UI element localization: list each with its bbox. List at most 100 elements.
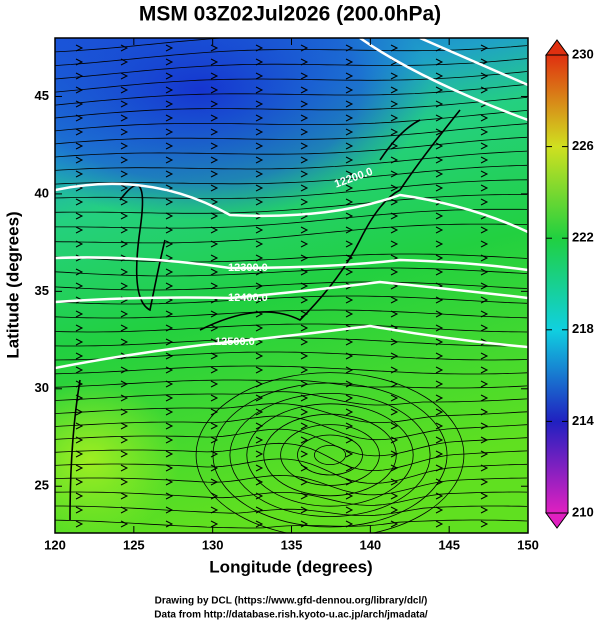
stream-arrow bbox=[390, 86, 399, 94]
streamline bbox=[55, 351, 528, 361]
stream-arrow bbox=[345, 394, 354, 402]
stream-arrow bbox=[300, 352, 309, 360]
stream-arrow bbox=[165, 310, 174, 318]
streamline bbox=[55, 71, 528, 93]
streamline bbox=[55, 38, 228, 53]
stream-arrow bbox=[390, 394, 399, 402]
stream-arrow bbox=[75, 44, 84, 52]
stream-arrow bbox=[75, 198, 84, 206]
stream-arrow bbox=[210, 324, 219, 332]
streamline bbox=[55, 505, 528, 516]
stream-arrow bbox=[255, 240, 264, 248]
stream-arrow bbox=[480, 464, 489, 472]
stream-arrow bbox=[165, 366, 174, 374]
stream-arrow bbox=[165, 450, 174, 458]
stream-arrow bbox=[75, 450, 84, 458]
y-axis-label: Latitude (degrees) bbox=[3, 211, 22, 358]
stream-arrow bbox=[210, 268, 219, 276]
stream-arrow bbox=[435, 142, 444, 150]
stream-arrow bbox=[345, 100, 354, 108]
stream-arrow bbox=[165, 464, 174, 472]
stream-arrow bbox=[165, 506, 174, 514]
stream-arrow bbox=[120, 156, 129, 164]
stream-arrow bbox=[75, 506, 84, 514]
stream-arrow bbox=[300, 268, 309, 276]
stream-arrow bbox=[345, 58, 354, 66]
stream-arrow bbox=[255, 422, 264, 430]
stream-arrow bbox=[390, 450, 399, 458]
stream-arrow bbox=[120, 128, 129, 136]
stream-arrow bbox=[165, 324, 174, 332]
stream-arrow bbox=[120, 184, 129, 192]
streamline bbox=[55, 415, 528, 441]
y-tick-label: 45 bbox=[35, 88, 49, 103]
stream-arrow bbox=[165, 212, 174, 220]
vortex bbox=[229, 392, 431, 517]
stream-arrow bbox=[120, 268, 129, 276]
vortex bbox=[313, 444, 346, 465]
stream-arrow bbox=[300, 184, 309, 192]
stream-arrow bbox=[435, 100, 444, 108]
stream-arrow bbox=[120, 58, 129, 66]
stream-arrow bbox=[165, 128, 174, 136]
stream-arrow bbox=[120, 114, 129, 122]
stream-arrow bbox=[75, 464, 84, 472]
stream-arrow bbox=[165, 422, 174, 430]
stream-arrow bbox=[300, 366, 309, 374]
streamline bbox=[55, 379, 528, 389]
stream-arrow bbox=[165, 352, 174, 360]
colorbar-tick-label: 210 bbox=[572, 504, 594, 519]
stream-arrow bbox=[255, 366, 264, 374]
stream-arrow bbox=[435, 184, 444, 192]
stream-arrow bbox=[210, 156, 219, 164]
vortex bbox=[246, 403, 414, 507]
colorbar-tick-label: 226 bbox=[572, 138, 594, 153]
stream-arrow bbox=[435, 352, 444, 360]
streamline bbox=[55, 110, 528, 132]
colorbar-extend bbox=[545, 39, 569, 56]
streamline bbox=[55, 442, 528, 472]
stream-arrow bbox=[435, 226, 444, 234]
stream-arrow bbox=[210, 72, 219, 80]
stream-arrow bbox=[390, 296, 399, 304]
stream-arrow bbox=[300, 492, 309, 500]
stream-arrow bbox=[75, 114, 84, 122]
stream-arrow bbox=[75, 478, 84, 486]
vortex bbox=[212, 382, 448, 528]
stream-arrow bbox=[255, 450, 264, 458]
stream-arrow bbox=[480, 254, 489, 262]
stream-arrow bbox=[165, 478, 174, 486]
stream-arrow bbox=[165, 338, 174, 346]
stream-arrow bbox=[300, 394, 309, 402]
colorbar-tick-label: 214 bbox=[572, 413, 594, 428]
stream-arrow bbox=[210, 170, 219, 178]
stream-arrow bbox=[75, 492, 84, 500]
stream-arrow bbox=[345, 240, 354, 248]
streamline bbox=[55, 223, 528, 244]
vortex bbox=[297, 434, 363, 476]
contour-label: 12400.0 bbox=[228, 292, 268, 304]
stream-arrow bbox=[75, 366, 84, 374]
stream-arrow bbox=[210, 492, 219, 500]
stream-arrow bbox=[120, 44, 129, 52]
x-tick-label: 145 bbox=[438, 537, 460, 552]
stream-arrow bbox=[345, 72, 354, 80]
stream-arrow bbox=[480, 170, 489, 178]
stream-arrow bbox=[390, 240, 399, 248]
stream-arrow bbox=[480, 44, 489, 52]
stream-arrow bbox=[480, 114, 489, 122]
stream-arrow bbox=[345, 338, 354, 346]
vortex bbox=[263, 413, 397, 497]
stream-arrow bbox=[210, 394, 219, 402]
stream-arrow bbox=[300, 86, 309, 94]
stream-arrow bbox=[210, 142, 219, 150]
stream-arrow bbox=[435, 380, 444, 388]
stream-arrow bbox=[480, 352, 489, 360]
contours bbox=[55, 38, 528, 370]
streamline bbox=[55, 337, 528, 347]
stream-arrow bbox=[255, 184, 264, 192]
stream-arrow bbox=[165, 142, 174, 150]
stream-arrow bbox=[210, 100, 219, 108]
stream-arrow bbox=[210, 254, 219, 262]
stream-arrow bbox=[255, 226, 264, 234]
